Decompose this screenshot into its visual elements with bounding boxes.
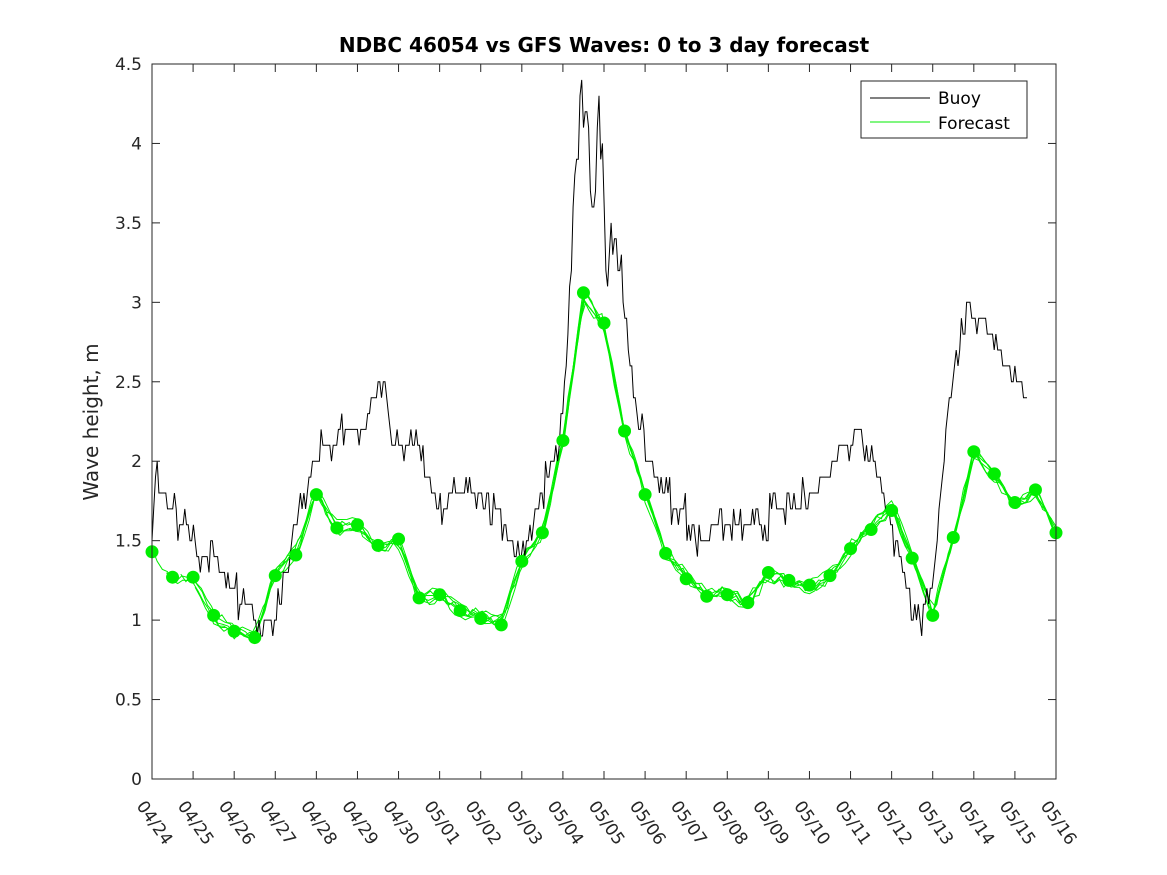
forecast-marker <box>967 445 981 459</box>
legend-buoy-label: Buoy <box>938 89 981 109</box>
x-tick-label: 04/25 <box>173 797 217 849</box>
x-tick-label: 05/09 <box>748 797 792 849</box>
forecast-marker <box>761 565 775 579</box>
x-tick-label: 05/15 <box>995 797 1039 849</box>
forecast-marker <box>782 573 796 587</box>
forecast-marker <box>289 548 303 562</box>
forecast-marker <box>987 467 1001 481</box>
forecast-marker <box>494 618 508 632</box>
y-tick-label: 3 <box>131 293 142 313</box>
x-tick-label: 05/08 <box>707 797 751 849</box>
legend-box <box>860 80 1028 139</box>
forecast-marker <box>453 604 467 618</box>
x-tick-label: 05/10 <box>789 797 833 849</box>
forecast-marker <box>433 588 447 602</box>
y-axis: 0 0.5 1 1.5 2 2.5 3 3.5 4 4.5 <box>115 55 1056 790</box>
forecast-marker <box>309 488 323 502</box>
forecast-markers <box>145 286 1063 645</box>
legend-forecast-label: Forecast <box>938 114 1010 134</box>
forecast-marker <box>700 589 714 603</box>
y-axis-label: Wave height, m <box>79 343 103 500</box>
forecast-marker <box>248 631 262 645</box>
y-tick-label: 2 <box>131 452 142 472</box>
x-tick-label: 04/24 <box>132 797 176 849</box>
x-tick-label: 05/01 <box>420 797 464 849</box>
forecast-marker <box>823 569 837 583</box>
x-tick-label: 05/04 <box>543 797 587 849</box>
forecast-run-line <box>151 297 1057 640</box>
legend: Buoy Forecast <box>860 80 1028 139</box>
forecast-marker <box>474 612 488 626</box>
y-tick-label: 4.5 <box>115 55 142 75</box>
forecast-marker <box>1028 483 1042 497</box>
x-tick-label: 05/05 <box>584 797 628 849</box>
forecast-marker <box>576 286 590 300</box>
forecast-marker <box>618 424 632 438</box>
forecast-marker <box>926 608 940 622</box>
chart-title: NDBC 46054 vs GFS Waves: 0 to 3 day fore… <box>339 33 870 57</box>
y-tick-label: 1.5 <box>115 532 142 552</box>
y-tick-label: 4 <box>131 134 142 154</box>
x-tick-label: 05/07 <box>666 797 710 849</box>
forecast-marker <box>268 569 282 583</box>
x-tick-label: 04/30 <box>378 797 422 849</box>
buoy-line <box>151 79 1027 637</box>
forecast-run-line <box>209 299 1053 638</box>
x-tick-label: 05/06 <box>625 797 669 849</box>
forecast-marker <box>885 503 899 517</box>
forecast-marker <box>186 570 200 584</box>
x-tick-label: 05/03 <box>502 797 546 849</box>
y-tick-label: 0.5 <box>115 691 142 711</box>
forecast-marker <box>556 434 570 448</box>
forecast-marker <box>946 530 960 544</box>
x-tick-label: 05/13 <box>913 797 957 849</box>
x-tick-label: 05/14 <box>954 797 998 849</box>
x-tick-label: 04/28 <box>296 797 340 849</box>
forecast-marker <box>412 591 426 605</box>
forecast-marker <box>535 526 549 540</box>
x-tick-label: 05/16 <box>1036 797 1080 849</box>
x-tick-label: 04/26 <box>214 797 258 849</box>
y-tick-label: 0 <box>131 770 142 790</box>
x-tick-label: 05/02 <box>461 797 505 849</box>
x-tick-label: 04/29 <box>337 797 381 849</box>
forecast-marker <box>1008 496 1022 510</box>
forecast-marker <box>350 518 364 532</box>
forecast-marker <box>166 570 180 584</box>
x-tick-label: 04/27 <box>255 797 299 849</box>
forecast-marker <box>905 551 919 565</box>
forecast-marker <box>659 546 673 560</box>
forecast-run-line <box>213 295 1057 640</box>
forecast-marker <box>864 523 878 537</box>
forecast-marker <box>515 554 529 568</box>
forecast-marker <box>741 596 755 610</box>
forecast-marker <box>720 588 734 602</box>
forecast-marker <box>802 578 816 592</box>
x-axis: 04/2404/2504/2604/2704/2804/2904/3005/01… <box>132 64 1080 849</box>
x-tick-label: 05/11 <box>830 797 874 849</box>
y-tick-label: 3.5 <box>115 214 142 234</box>
forecast-series <box>151 292 1057 640</box>
forecast-marker <box>638 488 652 502</box>
forecast-marker <box>330 521 344 535</box>
forecast-marker <box>371 538 385 552</box>
forecast-marker <box>679 572 693 586</box>
forecast-marker <box>597 316 611 330</box>
forecast-marker <box>207 608 221 622</box>
buoy-series <box>151 79 1027 637</box>
forecast-marker <box>844 542 858 556</box>
plot-area-border <box>151 63 1057 780</box>
forecast-marker <box>392 532 406 546</box>
forecast-marker <box>227 624 241 638</box>
y-tick-label: 2.5 <box>115 373 142 393</box>
y-tick-label: 1 <box>131 611 142 631</box>
x-tick-label: 05/12 <box>872 797 916 849</box>
